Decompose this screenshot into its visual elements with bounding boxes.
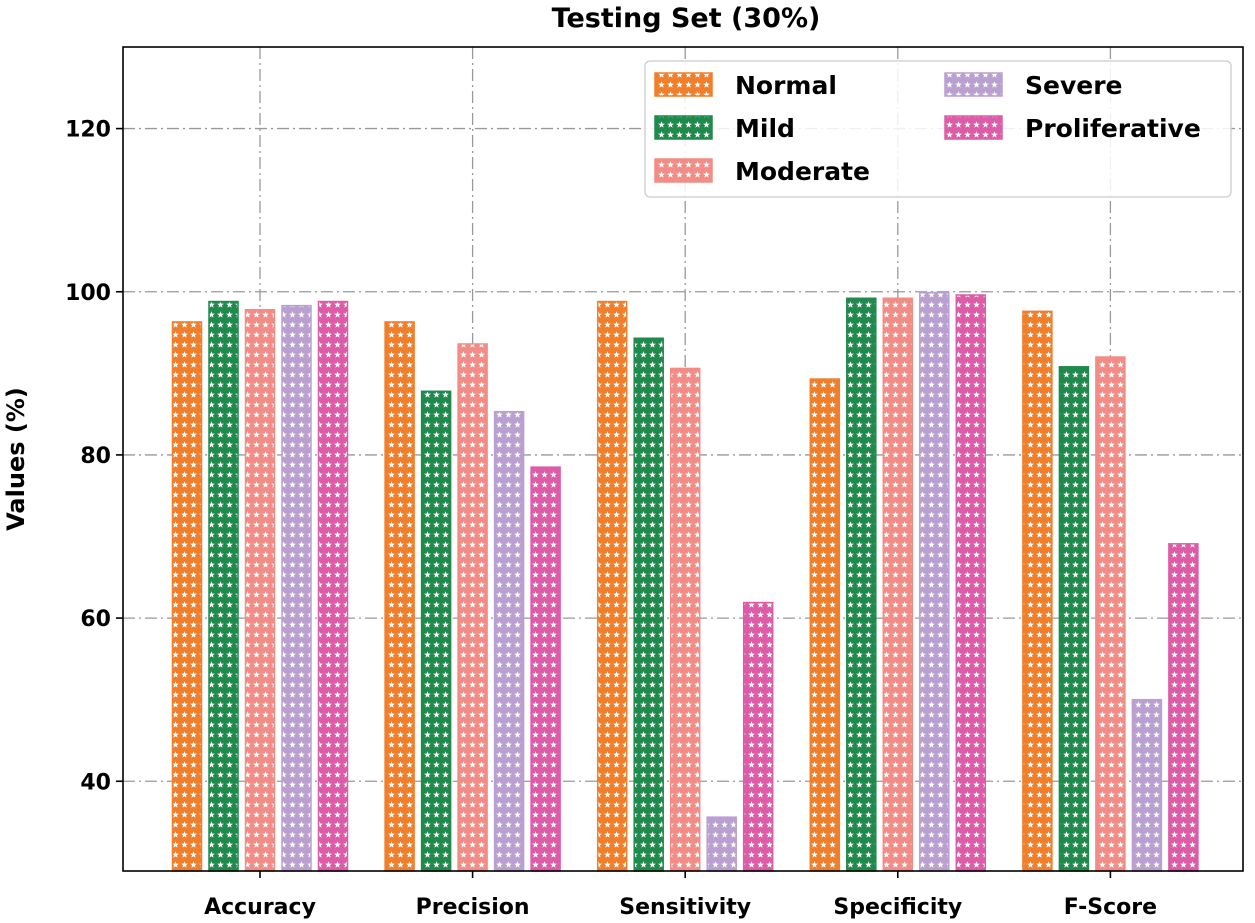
legend-item-proliferative: Proliferative — [944, 114, 1201, 143]
bar-mild-precision — [420, 390, 452, 872]
legend-item-mild: Mild — [654, 114, 795, 143]
x-tick-label-f-score: F-Score — [1064, 895, 1157, 920]
x-axis-ticks: Accuracy Precision Sensitivity Specificity F… — [204, 871, 1157, 920]
y-tick-label: 80 — [80, 444, 111, 469]
bar-moderate-accuracy — [244, 308, 276, 872]
plot-frame — [122, 46, 1244, 872]
legend-swatch — [944, 115, 1003, 140]
legend-label: Moderate — [735, 157, 870, 186]
bar-proliferative-accuracy — [317, 300, 349, 872]
legend-swatch — [654, 72, 713, 97]
legend-swatch — [654, 115, 713, 140]
x-tick-label-accuracy: Accuracy — [204, 895, 316, 920]
bar-normal-f-score — [1022, 310, 1053, 872]
bar-moderate-specificity — [882, 297, 914, 872]
legend-label: Mild — [735, 114, 795, 143]
bar-severe-accuracy — [281, 304, 312, 872]
bar-proliferative-specificity — [955, 294, 987, 872]
bar-moderate-sensitivity — [669, 367, 701, 872]
bar-mild-accuracy — [208, 300, 239, 872]
bar-normal-specificity — [809, 378, 841, 872]
bar-mild-specificity — [846, 297, 877, 872]
bar-moderate-f-score — [1095, 356, 1126, 872]
bars — [171, 291, 1199, 872]
y-tick-label: 40 — [80, 770, 111, 795]
chart-title: Testing Set (30%) — [552, 3, 821, 34]
legend-swatch — [654, 158, 713, 183]
x-tick-label-sensitivity: Sensitivity — [619, 895, 751, 920]
legend-item-severe: Severe — [944, 71, 1123, 100]
bar-proliferative-sensitivity — [742, 601, 774, 872]
bar-normal-accuracy — [171, 321, 203, 872]
legend-item-moderate: Moderate — [654, 157, 870, 186]
legend-label: Normal — [735, 71, 837, 100]
x-tick-label-precision: Precision — [416, 895, 530, 920]
legend-frame — [644, 60, 1232, 198]
bar-severe-f-score — [1131, 698, 1163, 872]
legend-label: Proliferative — [1025, 114, 1201, 143]
bar-moderate-precision — [457, 343, 488, 872]
legend-item-normal: Normal — [654, 71, 837, 100]
x-tick-label-specificity: Specificity — [833, 895, 962, 920]
y-tick-label: 120 — [65, 118, 111, 143]
legend-swatch — [944, 72, 1003, 97]
bar-mild-f-score — [1058, 366, 1090, 872]
y-tick-label: 100 — [65, 281, 111, 306]
bar-proliferative-f-score — [1168, 543, 1199, 872]
bar-severe-sensitivity — [706, 816, 737, 872]
legend-label: Severe — [1025, 71, 1123, 100]
bar-normal-precision — [384, 321, 415, 872]
bar-mild-sensitivity — [633, 337, 664, 872]
y-tick-label: 60 — [80, 607, 111, 632]
y-axis-ticks: 40 60 80 100 120 — [65, 118, 123, 795]
legend: Normal Mild Moderate Severe Proliferative — [644, 60, 1232, 198]
bar-proliferative-precision — [530, 466, 561, 872]
bar-normal-sensitivity — [596, 300, 628, 872]
bar-severe-precision — [493, 410, 525, 872]
y-axis-label: Values (%) — [2, 387, 30, 531]
bar-severe-specificity — [919, 291, 950, 872]
